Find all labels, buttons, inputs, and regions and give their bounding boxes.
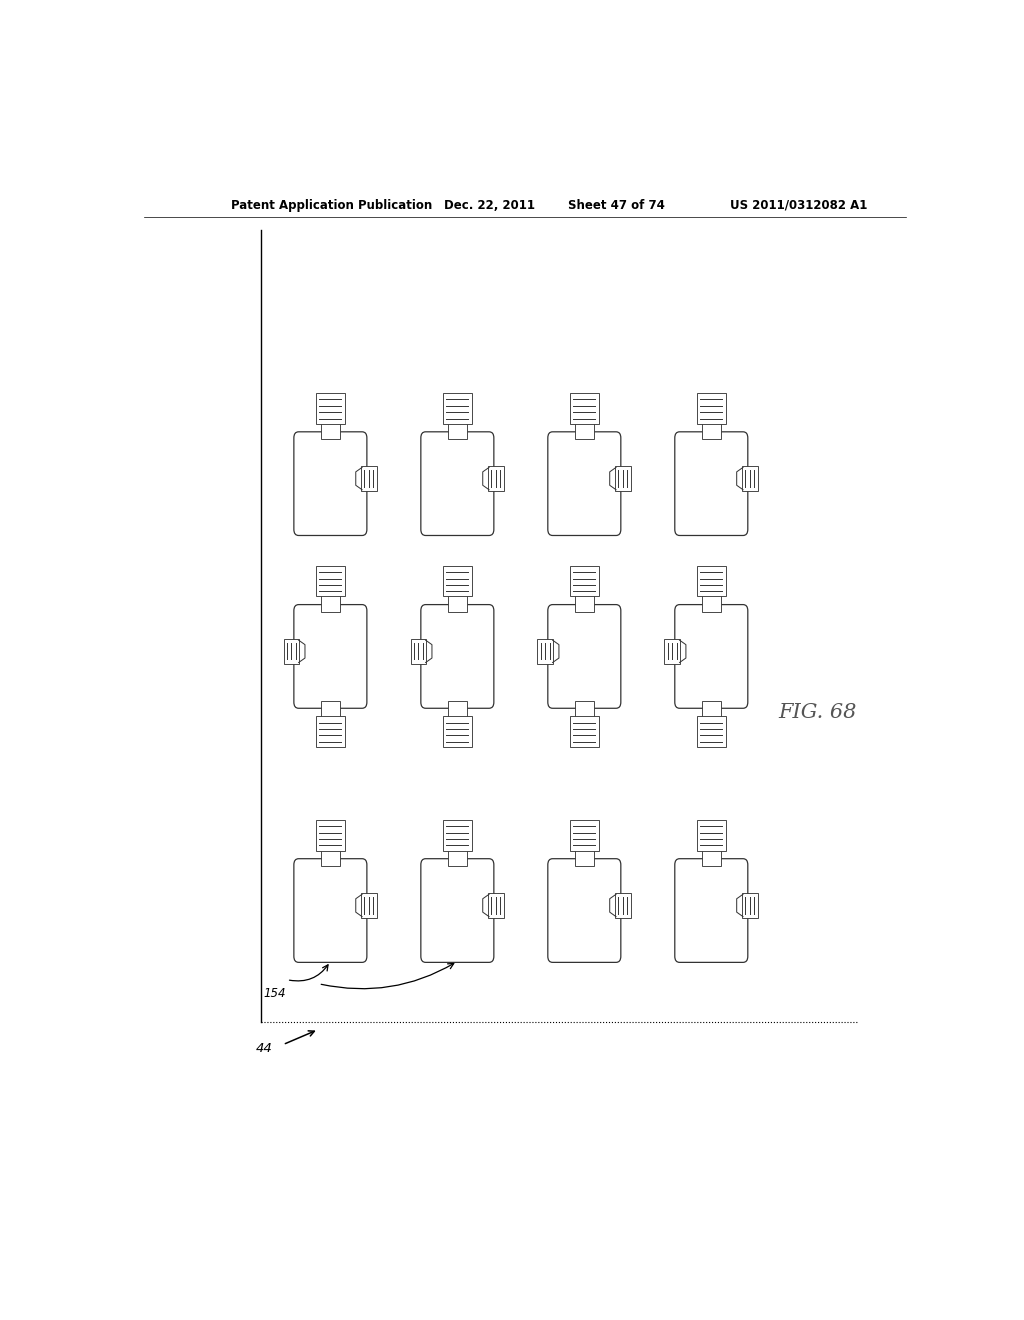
FancyBboxPatch shape (321, 421, 340, 440)
FancyBboxPatch shape (548, 605, 621, 709)
FancyBboxPatch shape (548, 859, 621, 962)
FancyBboxPatch shape (570, 566, 599, 597)
FancyBboxPatch shape (321, 701, 340, 718)
FancyBboxPatch shape (421, 605, 494, 709)
FancyBboxPatch shape (443, 566, 472, 597)
FancyBboxPatch shape (675, 432, 748, 536)
FancyBboxPatch shape (316, 393, 345, 424)
FancyBboxPatch shape (321, 849, 340, 866)
FancyBboxPatch shape (361, 894, 377, 917)
FancyBboxPatch shape (447, 594, 467, 611)
FancyBboxPatch shape (321, 594, 340, 611)
FancyBboxPatch shape (570, 820, 599, 850)
FancyBboxPatch shape (697, 393, 726, 424)
FancyBboxPatch shape (316, 820, 345, 850)
FancyBboxPatch shape (447, 421, 467, 440)
Text: 154: 154 (263, 987, 286, 999)
FancyBboxPatch shape (361, 466, 377, 491)
FancyBboxPatch shape (316, 717, 345, 747)
FancyBboxPatch shape (701, 849, 721, 866)
FancyBboxPatch shape (443, 820, 472, 850)
FancyBboxPatch shape (316, 566, 345, 597)
FancyBboxPatch shape (294, 605, 367, 709)
FancyBboxPatch shape (701, 594, 721, 611)
FancyBboxPatch shape (675, 605, 748, 709)
FancyBboxPatch shape (574, 701, 594, 718)
FancyBboxPatch shape (742, 894, 758, 917)
FancyBboxPatch shape (488, 894, 504, 917)
FancyBboxPatch shape (697, 566, 726, 597)
FancyBboxPatch shape (294, 859, 367, 962)
FancyBboxPatch shape (615, 466, 631, 491)
FancyBboxPatch shape (701, 421, 721, 440)
Text: Sheet 47 of 74: Sheet 47 of 74 (567, 198, 665, 211)
FancyBboxPatch shape (284, 639, 299, 664)
FancyBboxPatch shape (570, 717, 599, 747)
FancyBboxPatch shape (411, 639, 426, 664)
FancyBboxPatch shape (538, 639, 553, 664)
FancyBboxPatch shape (701, 701, 721, 718)
FancyBboxPatch shape (447, 701, 467, 718)
Text: US 2011/0312082 A1: US 2011/0312082 A1 (730, 198, 867, 211)
FancyBboxPatch shape (574, 421, 594, 440)
FancyBboxPatch shape (675, 859, 748, 962)
FancyBboxPatch shape (294, 432, 367, 536)
FancyBboxPatch shape (488, 466, 504, 491)
FancyBboxPatch shape (574, 849, 594, 866)
FancyBboxPatch shape (697, 820, 726, 850)
FancyBboxPatch shape (421, 859, 494, 962)
FancyBboxPatch shape (548, 432, 621, 536)
Text: Patent Application Publication: Patent Application Publication (231, 198, 432, 211)
FancyBboxPatch shape (443, 717, 472, 747)
FancyBboxPatch shape (570, 393, 599, 424)
FancyBboxPatch shape (421, 432, 494, 536)
Text: Dec. 22, 2011: Dec. 22, 2011 (443, 198, 535, 211)
Text: FIG. 68: FIG. 68 (778, 702, 857, 722)
FancyBboxPatch shape (697, 717, 726, 747)
FancyBboxPatch shape (447, 849, 467, 866)
Text: 44: 44 (256, 1043, 272, 1055)
FancyBboxPatch shape (665, 639, 680, 664)
FancyBboxPatch shape (443, 393, 472, 424)
FancyBboxPatch shape (615, 894, 631, 917)
FancyBboxPatch shape (574, 594, 594, 611)
FancyBboxPatch shape (742, 466, 758, 491)
